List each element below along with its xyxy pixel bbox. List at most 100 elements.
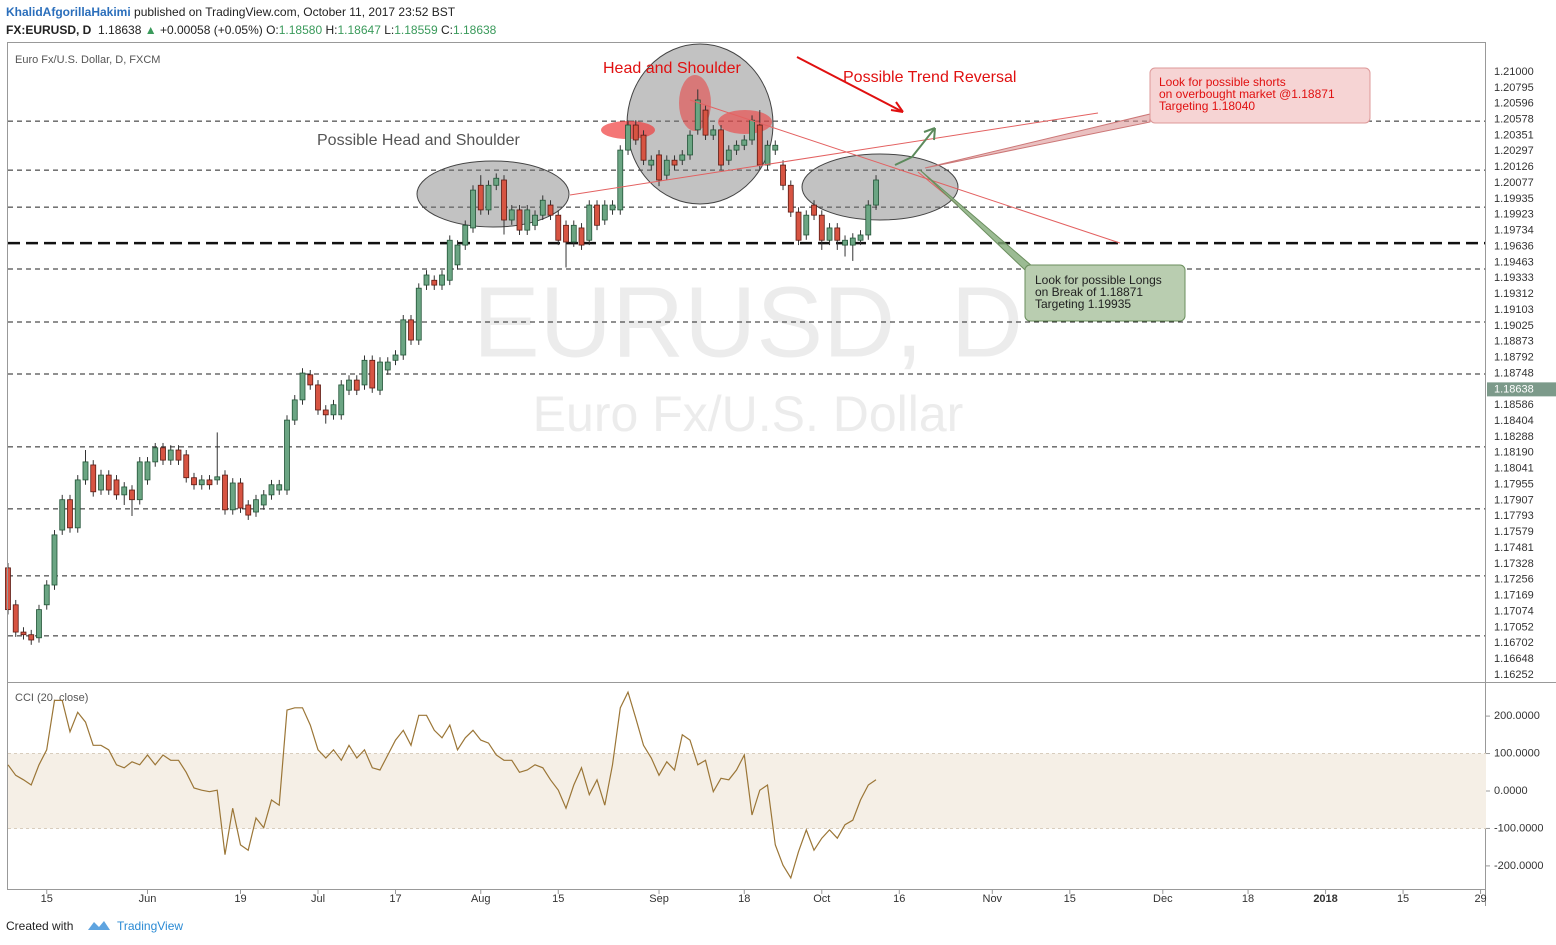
price-label: 1.20077 [1494,177,1534,189]
x-tick-label: 18 [1242,893,1254,905]
candle-body [578,227,585,246]
published: published on TradingView.com, October 11… [134,5,456,19]
callout-text: Targeting 1.18040 [1159,99,1255,113]
price-label: 1.17579 [1494,526,1534,538]
candle-body [539,199,546,216]
candle-body [516,209,523,231]
candle-body [710,129,717,136]
candle-body [508,209,515,221]
candle-body [663,159,670,176]
arrow [894,127,936,166]
candle-body [780,164,786,186]
x-tick-label: 29 [1474,893,1486,905]
candle-body [756,124,763,166]
candle-body [121,486,128,496]
candle-body [485,184,492,211]
candle-body [470,189,476,229]
candle-body [826,227,833,241]
candle-body [741,139,748,146]
candle-body [90,464,97,493]
candle-body [694,99,701,131]
candle-body [594,204,600,226]
candle-body [865,204,872,236]
candle-body [82,461,89,481]
candle-body [702,109,709,136]
price-label: 1.19333 [1494,272,1534,284]
publish-line: KhalidAfgorillaHakimi published on Tradi… [6,3,496,21]
symbol: FX:EURUSD, D [6,23,92,37]
quote-line: FX:EURUSD, D 1.18638 ▲ +0.00058 (+0.05%)… [6,21,496,39]
price-label: 1.20795 [1494,82,1534,94]
watermark: Euro Fx/U.S. Dollar [533,386,964,442]
candle-body [222,474,228,511]
price-label: 1.19636 [1494,240,1534,252]
price-label: 1.20351 [1494,129,1534,141]
x-tick-label: Sep [649,893,669,905]
candle-body [749,119,755,141]
candle-body [291,399,298,421]
price-label: 1.16252 [1494,669,1534,681]
candle-body [803,214,810,236]
candle-body [849,237,856,246]
price-label: 1.17169 [1494,590,1534,602]
candle-body [299,372,306,401]
callout-text: Look for possible Longs [1035,273,1162,287]
x-tick-label: 19 [234,893,246,905]
y-tick-label: -200.0000 [1494,860,1544,872]
callout-pointer [919,169,1033,271]
candle-body [764,144,771,166]
candle-body [532,214,538,226]
price-label: 1.18792 [1494,352,1534,364]
price-label: 1.18638 [1494,383,1534,395]
price-label: 1.20596 [1494,98,1534,110]
author[interactable]: KhalidAfgorillaHakimi [6,5,131,19]
candle-body [570,224,577,243]
candle-body [811,204,817,216]
candle-body [136,461,143,501]
candle-body [113,479,120,496]
x-tick-label: Nov [983,893,1003,905]
price-label: 1.17907 [1494,494,1534,506]
candle-body [687,134,693,156]
trend-line [569,112,1099,196]
price-label: 1.20578 [1494,114,1534,126]
candle-body [245,504,252,516]
candle-body [632,124,639,141]
candle-body [454,244,461,266]
candle-body [873,179,879,206]
footer-text: Created with [6,919,73,933]
pane-title: CCI (20, close) [15,692,88,704]
candle-body [284,419,290,491]
change-arrow: ▲ [144,23,157,37]
ohlc-value: 1.18647 [337,23,381,37]
candle-body [214,476,221,481]
candle-body [547,204,554,216]
callout-text: on overbought market @1.18871 [1159,87,1335,101]
candle-body [369,359,376,389]
candle-body [260,494,267,506]
candle-body [353,379,360,391]
annotation: Possible Trend Reversal [843,69,1016,86]
candle-body [818,214,825,241]
candle-body [787,184,794,213]
candle-body [346,379,352,391]
candle-body [175,449,182,461]
pattern-ellipse [801,153,959,221]
candle-body [338,384,345,416]
candle-body [268,484,275,496]
x-tick-label: Aug [471,893,491,905]
candle-body [330,404,337,416]
change: +0.00058 (+0.05%) [159,23,263,37]
footer-brand[interactable]: TradingView [117,919,183,933]
candle-body [563,224,569,243]
y-tick-label: 0.0000 [1494,785,1528,797]
header: KhalidAfgorillaHakimi published on Tradi… [6,3,496,39]
price-label: 1.17793 [1494,510,1534,522]
candle-body [253,499,259,513]
cci-band [8,753,1486,829]
y-tick-label: 200.0000 [1494,710,1540,722]
candle-body [229,482,236,511]
x-tick-label: 17 [389,893,401,905]
